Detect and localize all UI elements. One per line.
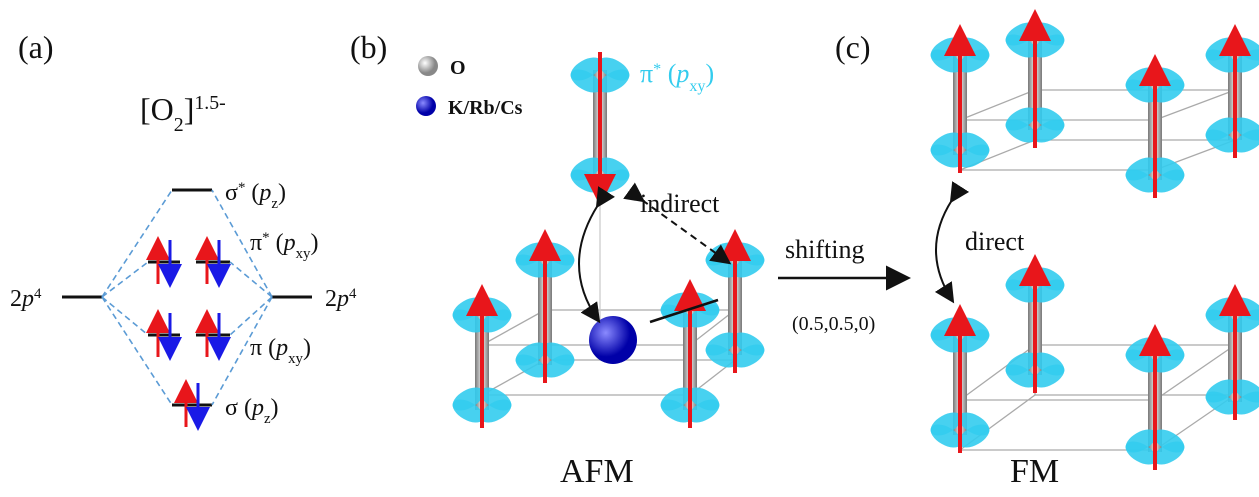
label-part: *: [653, 61, 661, 78]
label-part: p: [674, 59, 689, 88]
label-part: xy: [296, 246, 311, 262]
label-part: *: [262, 230, 269, 246]
label-part: 2: [174, 114, 184, 136]
label-part: p: [20, 286, 34, 312]
transform-label: shifting: [785, 235, 864, 264]
label-part: p: [274, 335, 288, 361]
line: [102, 297, 148, 335]
exchange-label: indirect: [640, 189, 720, 218]
line: [102, 190, 172, 297]
label-part: p: [282, 230, 296, 256]
label-part: σ: [225, 180, 238, 206]
legend-o: [418, 56, 438, 76]
label-part: 2: [325, 286, 337, 312]
label-part: ): [278, 180, 286, 206]
label-part: 2: [10, 286, 22, 312]
label-part: ): [310, 230, 318, 256]
caption: AFM: [560, 453, 634, 490]
figure: (a) (b) (c) O K/Rb/Cs indirect AFM shift…: [0, 0, 1259, 492]
label-part: 4: [349, 286, 357, 302]
label-part: σ (: [225, 395, 252, 421]
label-part: xy: [689, 78, 705, 95]
label-part: [O: [140, 91, 174, 127]
label-part: 1.5-: [194, 92, 225, 114]
caption: FM: [1010, 453, 1059, 490]
line: [102, 262, 148, 297]
rich-label: σ (pz): [225, 395, 279, 427]
label-part: p: [335, 286, 349, 312]
label-part: 4: [34, 286, 42, 302]
line: [230, 297, 272, 335]
label-part: ]: [184, 91, 195, 127]
line: [230, 262, 272, 297]
label-part: (: [270, 230, 284, 256]
panel-label: (a): [18, 29, 54, 65]
label-part: (: [245, 180, 259, 206]
rich-label: σ* (pz): [225, 180, 286, 212]
panel-label: (c): [835, 29, 871, 65]
label-part: p: [250, 395, 264, 421]
rich-label: 2p4: [10, 286, 42, 312]
page: {"panel_a": {"label": "(a)", "formula": …: [0, 0, 1259, 492]
transform-vector: (0.5,0.5,0): [792, 313, 875, 335]
panel-label: (b): [350, 29, 387, 65]
exchange-label: direct: [965, 227, 1025, 256]
legend-k: [416, 96, 436, 116]
label-part: π: [250, 230, 262, 256]
exchange-arrow: [579, 205, 598, 320]
rich-label: π* (pxy): [640, 59, 714, 95]
line: [102, 297, 172, 405]
atom-k: [589, 316, 637, 364]
rich-label: [O2]1.5-: [140, 91, 226, 136]
rich-label: π (pxy): [250, 335, 311, 367]
label-part: p: [257, 180, 271, 206]
label-part: ): [705, 59, 714, 88]
label-part: π (: [250, 335, 276, 361]
label-part: *: [238, 180, 245, 196]
rich-label: 2p4: [325, 286, 357, 312]
legend-label: O: [450, 57, 466, 79]
label-part: ): [303, 335, 311, 361]
legend-label: K/Rb/Cs: [448, 97, 523, 119]
label-part: π: [640, 59, 653, 88]
rich-label: π* (pxy): [250, 230, 318, 262]
exchange-arrow: [936, 200, 952, 300]
label-part: xy: [288, 351, 303, 367]
label-part: ): [271, 395, 279, 421]
label-part: (: [661, 59, 676, 88]
